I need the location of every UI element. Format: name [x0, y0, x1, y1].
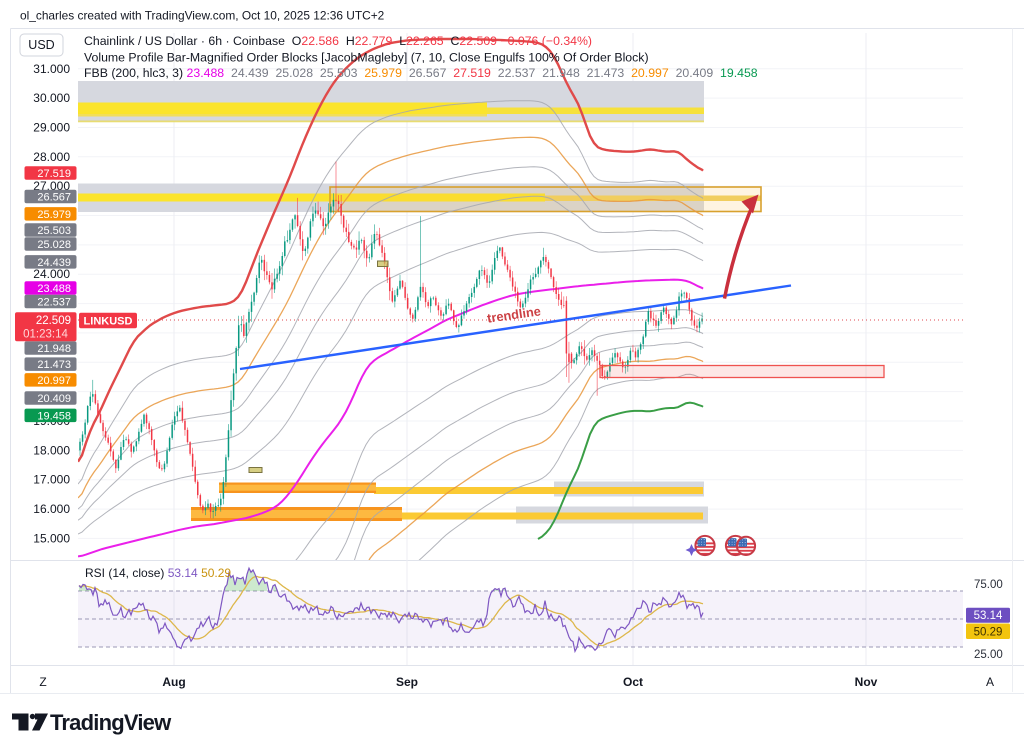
svg-text:LINKUSD: LINKUSD	[84, 315, 133, 327]
svg-text:16.000: 16.000	[33, 502, 70, 516]
svg-text:FBB (200, hlc3, 3) 23.488 24.: FBB (200, hlc3, 3) 23.488 24.439 25.028 …	[84, 66, 758, 80]
svg-text:53.14: 53.14	[974, 610, 1003, 622]
svg-text:24.000: 24.000	[33, 267, 70, 281]
svg-text:21.948: 21.948	[37, 343, 71, 355]
svg-text:75.00: 75.00	[974, 579, 1003, 591]
svg-text:22.537: 22.537	[37, 297, 71, 309]
svg-text:27.000: 27.000	[33, 179, 70, 193]
svg-text:TradingView: TradingView	[50, 710, 172, 735]
svg-text:27.519: 27.519	[37, 168, 71, 180]
svg-text:50.29: 50.29	[974, 627, 1003, 639]
svg-text:24.439: 24.439	[37, 257, 71, 269]
svg-text:26.567: 26.567	[37, 192, 71, 204]
svg-text:23.488: 23.488	[37, 283, 71, 295]
svg-text:22.509: 22.509	[36, 315, 71, 327]
svg-text:Chainlink / US Dollar · 6h · C: Chainlink / US Dollar · 6h · Coinbase O2…	[84, 34, 592, 48]
svg-text:17.000: 17.000	[33, 473, 70, 487]
svg-text:Z: Z	[39, 675, 46, 689]
svg-text:Sep: Sep	[396, 675, 418, 689]
svg-text:01:23:14: 01:23:14	[23, 329, 68, 341]
svg-text:25.979: 25.979	[37, 209, 71, 221]
svg-text:25.028: 25.028	[37, 239, 71, 251]
svg-text:29.000: 29.000	[33, 121, 70, 135]
svg-text:25.503: 25.503	[37, 225, 71, 237]
svg-text:trendline: trendline	[486, 303, 542, 325]
svg-text:30.000: 30.000	[33, 91, 70, 105]
svg-text:15.000: 15.000	[33, 531, 70, 545]
svg-text:ol_charles created with Tradin: ol_charles created with TradingView.com,…	[20, 9, 385, 23]
svg-text:18.000: 18.000	[33, 443, 70, 457]
svg-text:20.409: 20.409	[37, 393, 71, 405]
svg-text:21.473: 21.473	[37, 359, 71, 371]
svg-text:19.458: 19.458	[37, 410, 71, 422]
svg-text:28.000: 28.000	[33, 150, 70, 164]
svg-text:20.997: 20.997	[37, 375, 71, 387]
svg-text:RSI (14, close) 53.14 50.29: RSI (14, close) 53.14 50.29	[85, 566, 231, 580]
svg-text:31.000: 31.000	[33, 62, 70, 76]
svg-text:USD: USD	[28, 38, 54, 52]
svg-text:Volume Profile Bar-Magnified O: Volume Profile Bar-Magnified Order Block…	[84, 51, 649, 65]
svg-text:Oct: Oct	[623, 675, 643, 689]
svg-text:25.00: 25.00	[974, 649, 1003, 661]
svg-text:Nov: Nov	[855, 675, 878, 689]
svg-text:A: A	[986, 675, 994, 689]
svg-text:Aug: Aug	[162, 675, 185, 689]
